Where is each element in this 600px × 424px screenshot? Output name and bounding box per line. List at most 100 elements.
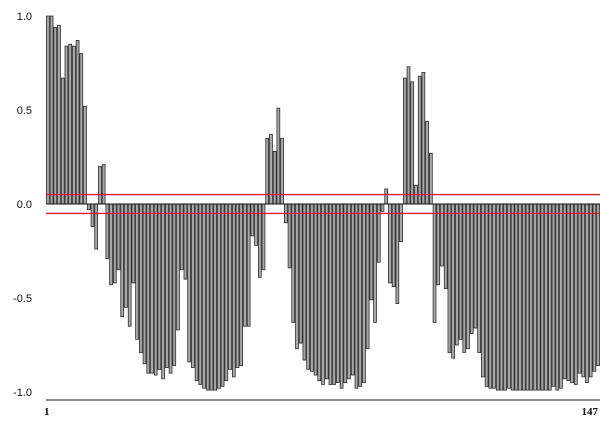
bar-119 <box>484 203 489 387</box>
y-tick-label: -1.0 <box>13 387 32 399</box>
bar-87 <box>365 203 370 350</box>
bar-4 <box>57 25 61 205</box>
bar-105 <box>432 203 437 323</box>
bar-78 <box>332 203 336 385</box>
bar-48 <box>220 203 225 387</box>
bar-109 <box>447 203 452 353</box>
bar-13 <box>90 203 95 227</box>
bar-91 <box>380 203 385 212</box>
bar-104 <box>429 152 433 205</box>
bar-30 <box>153 203 158 376</box>
bar-82 <box>347 203 351 380</box>
bar-125 <box>507 203 511 389</box>
bar-141 <box>566 203 571 382</box>
bar-77 <box>328 203 333 385</box>
bar-34 <box>168 203 173 374</box>
bar-55 <box>246 203 251 327</box>
bar-144 <box>577 203 582 374</box>
bar-97 <box>403 77 407 205</box>
bar-27 <box>142 203 147 365</box>
bar-131 <box>529 203 534 391</box>
y-axis-labels: 1.0 0.5 0.0 -0.5 -1.0 <box>13 11 32 399</box>
bar-53 <box>239 203 244 367</box>
bar-1 <box>46 15 50 205</box>
bar-38 <box>183 203 188 280</box>
bar-67 <box>291 203 296 323</box>
bar-19 <box>112 203 117 284</box>
bar-106 <box>436 203 441 286</box>
bar-129 <box>521 203 526 391</box>
bar-79 <box>336 203 340 383</box>
bar-133 <box>536 203 541 391</box>
bar-62 <box>272 151 277 205</box>
bar-28 <box>146 203 151 374</box>
bar-3 <box>53 26 58 205</box>
bar-39 <box>187 203 191 363</box>
bar-36 <box>176 203 180 331</box>
bar-76 <box>324 203 329 380</box>
bar-117 <box>477 203 481 353</box>
bar-113 <box>462 203 467 353</box>
bar-127 <box>514 203 519 391</box>
bar-31 <box>157 203 162 370</box>
bar-undefined <box>592 203 597 372</box>
bar-72 <box>310 203 314 372</box>
bar-99 <box>410 81 415 205</box>
bar-25 <box>135 203 139 340</box>
bar-11 <box>83 105 87 205</box>
bar-137 <box>551 203 556 387</box>
bar-145 <box>581 203 586 378</box>
bar-45 <box>209 203 214 391</box>
bar-74 <box>317 203 322 382</box>
bar-51 <box>231 203 236 378</box>
bar-35 <box>172 203 177 367</box>
bar-135 <box>544 203 548 391</box>
bar-68 <box>295 203 299 350</box>
bar-41 <box>194 203 199 382</box>
bar-126 <box>510 203 515 391</box>
bar-40 <box>191 203 195 368</box>
bar-24 <box>131 203 136 284</box>
bar-33 <box>165 203 169 368</box>
bar-8 <box>72 45 76 205</box>
bar-56 <box>250 203 255 237</box>
bar-6 <box>64 45 69 205</box>
bar-84 <box>354 203 359 389</box>
y-tick-label: -0.5 <box>13 293 32 305</box>
bar-111 <box>455 203 459 346</box>
bar-80 <box>339 203 344 389</box>
bar-58 <box>257 203 262 278</box>
bar-63 <box>276 107 281 205</box>
bar-23 <box>127 203 132 327</box>
bar-32 <box>161 203 165 380</box>
bar-134 <box>540 203 545 391</box>
bar-70 <box>302 203 307 361</box>
bar-122 <box>495 203 500 391</box>
bar-43 <box>202 203 206 389</box>
bar-15 <box>98 166 102 205</box>
bar-16 <box>101 164 106 205</box>
bar-22 <box>124 203 128 308</box>
bar-12 <box>86 203 91 210</box>
y-tick-label: 1.0 <box>17 11 32 23</box>
bar-89 <box>373 203 377 323</box>
bar-71 <box>306 203 310 370</box>
bar-132 <box>533 203 537 391</box>
bar-61 <box>269 134 273 205</box>
bar-21 <box>120 203 125 318</box>
bar-75 <box>321 203 325 385</box>
bar-46 <box>213 203 217 391</box>
bar-116 <box>473 203 478 329</box>
bar-14 <box>94 203 98 250</box>
bar-98 <box>406 66 411 205</box>
bar-114 <box>466 203 470 350</box>
bar-73 <box>313 203 318 376</box>
bar-143 <box>574 203 578 385</box>
x-start-label: 1 <box>44 406 50 418</box>
bar-115 <box>469 203 474 335</box>
bar-118 <box>481 203 485 378</box>
bar-142 <box>570 203 574 383</box>
bar-93 <box>388 203 392 284</box>
